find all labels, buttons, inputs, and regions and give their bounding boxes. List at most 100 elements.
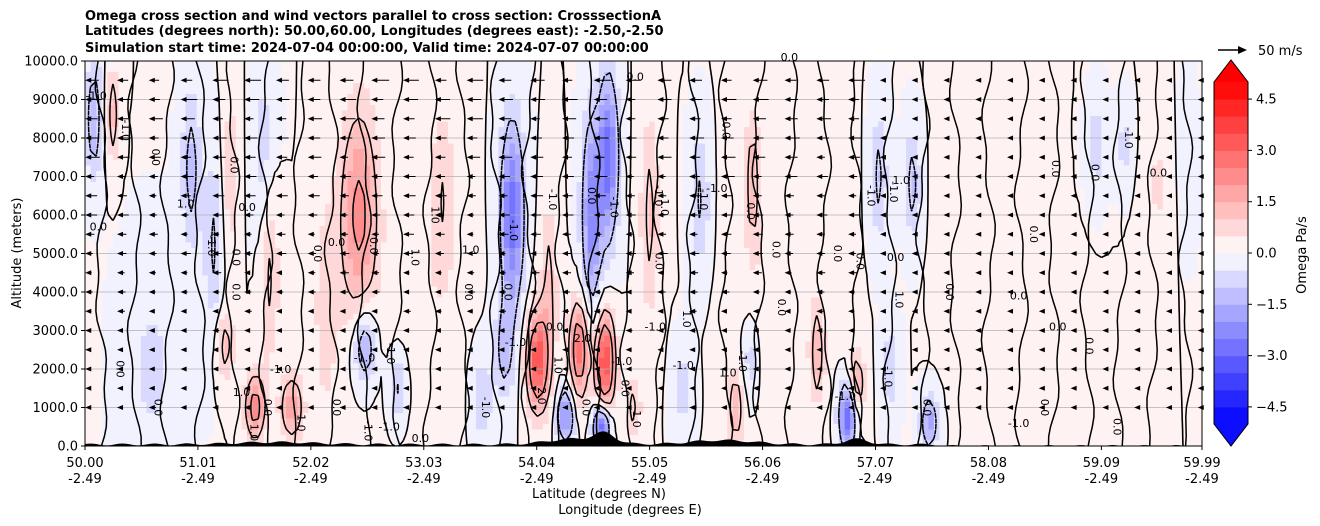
omega-cell — [637, 215, 645, 222]
omega-cell — [643, 143, 650, 150]
omega-cell — [157, 215, 164, 222]
omega-cell — [604, 61, 611, 68]
omega-cell — [744, 171, 751, 178]
omega-cell — [364, 94, 371, 101]
omega-cell — [146, 220, 153, 227]
omega-cell — [582, 209, 589, 216]
omega-cell — [381, 220, 388, 227]
omega-cell — [693, 143, 700, 150]
omega-cell — [442, 61, 449, 68]
omega-cell — [760, 110, 767, 117]
omega-cell — [688, 149, 695, 156]
omega-cell — [766, 66, 773, 73]
omega-cell — [274, 220, 282, 227]
omega-cell — [1079, 110, 1086, 117]
omega-cell — [995, 198, 1002, 205]
omega-cell — [922, 182, 929, 189]
omega-cell — [811, 160, 818, 167]
omega-cell — [397, 99, 404, 106]
omega-cell — [833, 154, 840, 161]
omega-cell — [280, 220, 287, 227]
omega-cell — [632, 226, 639, 233]
omega-cell — [129, 209, 136, 216]
omega-cell — [219, 132, 226, 139]
omega-cell — [766, 209, 773, 216]
omega-cell — [246, 110, 254, 117]
omega-cell — [196, 88, 203, 95]
omega-cell — [1179, 149, 1186, 156]
omega-cell — [1006, 88, 1013, 95]
omega-cell — [1168, 215, 1175, 222]
omega-cell — [894, 127, 902, 134]
omega-cell — [1118, 176, 1125, 183]
omega-cell — [827, 110, 834, 117]
omega-cell — [302, 165, 309, 172]
omega-cell — [744, 132, 751, 139]
omega-cell — [933, 160, 941, 167]
omega-cell — [174, 105, 181, 112]
omega-cell — [515, 160, 522, 167]
omega-cell — [621, 209, 628, 216]
omega-cell — [654, 72, 661, 79]
omega-cell — [744, 77, 751, 84]
omega-cell — [783, 220, 790, 227]
omega-cell — [615, 105, 622, 112]
omega-cell — [783, 215, 790, 222]
omega-cell — [928, 88, 935, 95]
omega-cell — [1185, 66, 1192, 73]
omega-cell — [609, 204, 617, 211]
omega-cell — [1179, 171, 1186, 178]
omega-cell — [1084, 127, 1091, 134]
omega-cell — [866, 88, 874, 95]
omega-cell — [425, 215, 432, 222]
omega-cell — [1162, 121, 1170, 128]
omega-cell — [213, 171, 220, 178]
omega-cell — [140, 209, 148, 216]
omega-cell — [397, 83, 404, 90]
omega-cell — [576, 72, 583, 79]
omega-cell — [704, 83, 712, 90]
omega-cell — [386, 116, 393, 123]
omega-cell — [559, 198, 566, 205]
omega-cell — [771, 193, 779, 200]
omega-cell — [509, 187, 516, 194]
omega-cell — [319, 160, 326, 167]
omega-cell — [202, 110, 209, 117]
omega-cell — [224, 226, 231, 233]
omega-cell — [263, 105, 270, 112]
omega-cell — [883, 83, 890, 90]
omega-cell — [330, 220, 337, 227]
omega-cell — [1196, 149, 1203, 156]
omega-cell — [336, 220, 343, 227]
omega-cell — [838, 198, 846, 205]
omega-cell — [526, 72, 533, 79]
omega-cell — [1196, 187, 1203, 194]
omega-cell — [621, 215, 628, 222]
omega-cell — [258, 105, 265, 112]
omega-cell — [660, 99, 667, 106]
omega-cell — [526, 165, 533, 172]
omega-cell — [989, 127, 996, 134]
omega-cell — [609, 105, 617, 112]
omega-cell — [598, 171, 605, 178]
omega-cell — [615, 99, 622, 106]
omega-cell — [811, 110, 818, 117]
omega-cell — [760, 61, 767, 68]
omega-cell — [570, 226, 578, 233]
omega-cell — [1095, 193, 1103, 200]
omega-cell — [202, 165, 209, 172]
omega-cell — [799, 226, 807, 233]
omega-cell — [509, 193, 516, 200]
omega-cell — [615, 110, 622, 117]
omega-cell — [341, 198, 349, 205]
omega-cell — [604, 99, 611, 106]
omega-cell — [554, 132, 561, 139]
omega-cell — [464, 226, 471, 233]
omega-cell — [978, 61, 985, 68]
omega-cell — [995, 171, 1002, 178]
omega-cell — [1179, 220, 1186, 227]
omega-cell — [336, 165, 343, 172]
omega-cell — [453, 220, 460, 227]
omega-cell — [889, 204, 896, 211]
omega-cell — [660, 215, 667, 222]
